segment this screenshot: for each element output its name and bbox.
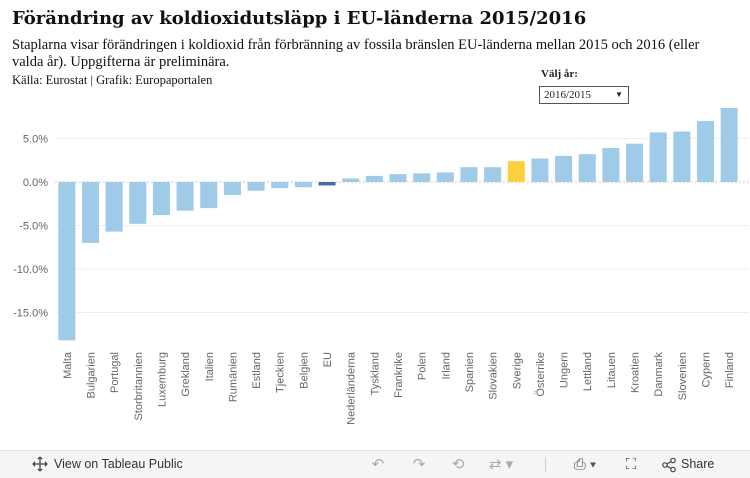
x-tick-label: Frankrike <box>393 352 405 398</box>
chevron-down-icon: ▼ <box>615 90 623 99</box>
x-tick-label: Slovenien <box>677 352 689 400</box>
bar-eu[interactable] <box>318 182 336 186</box>
x-tick-label: Sverige <box>511 352 523 389</box>
bar-portugal[interactable] <box>105 182 123 232</box>
refresh-icon[interactable]: ⇄ ▾ <box>488 456 514 473</box>
year-filter-label: Välj år: <box>541 68 578 80</box>
source-credit: Källa: Eurostat | Grafik: Europaportalen <box>12 73 213 87</box>
x-tick-label: Estland <box>251 352 263 389</box>
chart-subtitle: Staplarna visar förändringen i koldioxid… <box>12 37 700 70</box>
y-tick-label: 5.0% <box>23 134 48 146</box>
bars <box>58 108 738 341</box>
x-tick-label: Storbritannien <box>133 352 145 421</box>
bar-grekland[interactable] <box>176 182 194 211</box>
bar-italien[interactable] <box>200 182 218 209</box>
y-axis: 5.0% 0.0% -5.0% -10.0% -15.0% <box>13 134 48 320</box>
year-dropdown-value: 2016/2015 <box>544 89 592 101</box>
bar-luxemburg[interactable] <box>152 182 170 216</box>
bar-belgien[interactable] <box>294 182 312 188</box>
bar-cypern[interactable] <box>697 121 715 182</box>
x-tick-label: Tjeckien <box>275 352 287 393</box>
bar-kroatien[interactable] <box>626 143 644 182</box>
undo-icon[interactable]: ↶ <box>371 456 385 473</box>
x-tick-label: Belgien <box>298 352 310 389</box>
bar-nederländerna[interactable] <box>342 178 360 182</box>
bar-bulgarien[interactable] <box>81 182 99 243</box>
chart-title: Förändring av koldioxidutsläpp i EU-länd… <box>12 8 587 29</box>
bar-frankrike[interactable] <box>389 174 407 182</box>
x-axis: Malta Bulgarien Portugal Storbritannien Luxe… <box>62 351 736 425</box>
bar-österrike[interactable] <box>531 158 549 182</box>
bar-finland[interactable] <box>720 108 738 182</box>
bar-irland[interactable] <box>436 172 454 182</box>
y-tick-label: -5.0% <box>19 221 48 233</box>
bar-slovenien[interactable] <box>673 131 691 182</box>
y-tick-label: -15.0% <box>13 308 48 320</box>
bar-ungern[interactable] <box>555 155 573 182</box>
x-tick-label: Slovakien <box>488 352 500 400</box>
bar-storbritannien[interactable] <box>129 182 147 224</box>
bar-slovakien[interactable] <box>484 167 502 182</box>
x-tick-label: Irland <box>440 352 452 380</box>
view-on-tableau-label: View on Tableau Public <box>54 457 183 471</box>
x-tick-label: Italien <box>204 352 216 381</box>
bar-spanien[interactable] <box>460 167 478 182</box>
x-tick-label: Lettland <box>582 352 594 391</box>
bar-rumänien[interactable] <box>223 182 241 196</box>
x-tick-label: Malta <box>62 351 74 379</box>
x-tick-label: Litauen <box>606 352 618 388</box>
y-tick-label: 0.0% <box>23 177 48 189</box>
x-tick-label: Finland <box>724 352 736 388</box>
bar-polen[interactable] <box>413 173 431 182</box>
bar-chart: 5.0% 0.0% -5.0% -10.0% -15.0% Malta Bulgarien… <box>13 108 749 425</box>
bar-tjeckien[interactable] <box>271 182 289 189</box>
bar-malta[interactable] <box>58 182 76 341</box>
toolbar-divider <box>545 457 546 472</box>
x-tick-label: Spanien <box>464 352 476 392</box>
x-tick-label: Danmark <box>653 352 665 397</box>
x-tick-label: Tyskland <box>369 352 381 395</box>
bar-lettland[interactable] <box>578 154 596 182</box>
download-icon[interactable]: ⎙ ▾ <box>573 456 597 473</box>
grid-lines <box>55 138 749 313</box>
x-tick-label: EU <box>322 352 334 367</box>
share-icon <box>662 457 676 473</box>
x-tick-label: Österrike <box>535 352 547 397</box>
view-on-tableau-link[interactable]: View on Tableau Public <box>32 456 183 472</box>
year-dropdown[interactable]: 2016/2015 ▼ <box>539 86 629 104</box>
bar-litauen[interactable] <box>602 148 620 182</box>
x-tick-label: Grekland <box>180 352 192 397</box>
tableau-toolbar: View on Tableau Public ↶ ↷ ⟲ ⇄ ▾ ⎙ ▾ ⛶ S… <box>0 450 750 478</box>
move-icon <box>32 456 48 472</box>
fullscreen-icon[interactable]: ⛶ <box>625 456 637 473</box>
x-tick-label: Rumänien <box>227 352 239 402</box>
x-tick-label: Portugal <box>109 352 121 393</box>
x-tick-label: Polen <box>417 352 429 380</box>
x-tick-label: Bulgarien <box>85 352 97 398</box>
x-tick-label: Ungern <box>559 352 571 388</box>
x-tick-label: Nederländerna <box>346 351 358 425</box>
share-button[interactable]: Share <box>661 457 715 473</box>
x-tick-label: Luxemburg <box>156 352 168 407</box>
revert-icon[interactable]: ⟲ <box>451 456 465 473</box>
x-tick-label: Kroatien <box>630 352 642 393</box>
y-tick-label: -10.0% <box>13 264 48 276</box>
bar-estland[interactable] <box>247 182 265 191</box>
bar-sverige[interactable] <box>507 161 525 182</box>
share-label: Share <box>681 457 715 471</box>
x-tick-label: Cypern <box>701 352 713 387</box>
bar-danmark[interactable] <box>649 132 667 182</box>
redo-icon[interactable]: ↷ <box>412 456 426 473</box>
bar-tyskland[interactable] <box>365 175 383 182</box>
